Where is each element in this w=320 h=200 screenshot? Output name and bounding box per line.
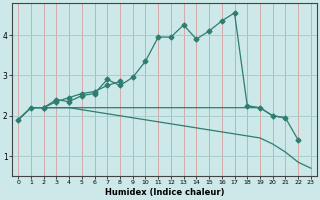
X-axis label: Humidex (Indice chaleur): Humidex (Indice chaleur) xyxy=(105,188,224,197)
